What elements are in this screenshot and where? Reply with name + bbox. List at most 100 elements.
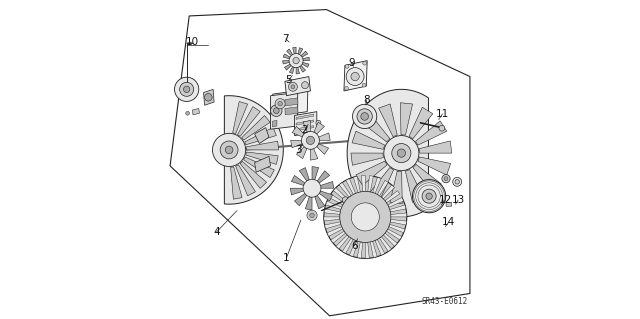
Polygon shape [285,98,298,106]
Polygon shape [336,235,349,249]
Text: 7: 7 [282,34,289,44]
Polygon shape [283,61,289,64]
Polygon shape [233,101,248,134]
Polygon shape [296,147,307,159]
Polygon shape [319,133,330,140]
Polygon shape [319,191,333,201]
Polygon shape [372,177,381,193]
Polygon shape [321,182,333,188]
Circle shape [397,149,406,157]
Polygon shape [312,167,319,180]
Polygon shape [237,107,260,136]
Polygon shape [296,67,300,74]
Polygon shape [409,107,433,139]
Circle shape [289,54,303,68]
Polygon shape [291,140,302,148]
Circle shape [452,177,461,186]
Text: 10: 10 [186,37,198,47]
Polygon shape [390,171,402,204]
Circle shape [392,144,411,163]
Polygon shape [375,240,385,255]
Text: 3: 3 [295,145,301,155]
Polygon shape [315,196,324,209]
Circle shape [444,177,448,181]
Circle shape [301,82,308,89]
Polygon shape [291,175,305,185]
Polygon shape [230,167,242,199]
Text: 11: 11 [436,109,449,119]
Polygon shape [333,188,348,201]
Polygon shape [302,63,309,67]
Polygon shape [242,115,270,140]
Polygon shape [292,126,304,137]
Polygon shape [329,194,344,205]
Circle shape [442,174,450,183]
Polygon shape [349,241,358,256]
Polygon shape [362,114,390,142]
Polygon shape [326,201,342,210]
Polygon shape [294,112,317,136]
Circle shape [289,82,298,91]
Polygon shape [383,233,397,246]
Polygon shape [303,121,310,132]
Circle shape [324,175,407,258]
Circle shape [439,125,445,131]
Polygon shape [351,153,383,165]
Polygon shape [298,48,303,55]
Polygon shape [300,66,305,72]
Circle shape [205,93,212,101]
Polygon shape [418,157,451,175]
Polygon shape [324,222,341,229]
Polygon shape [314,122,324,134]
Polygon shape [272,89,308,116]
Circle shape [345,64,349,68]
Circle shape [351,203,380,231]
Polygon shape [371,241,377,258]
Circle shape [340,191,391,242]
Polygon shape [285,77,310,96]
Circle shape [307,136,315,145]
Polygon shape [324,209,340,214]
Polygon shape [415,121,447,145]
Polygon shape [327,227,343,236]
Circle shape [271,105,282,116]
Circle shape [413,180,445,213]
Circle shape [344,86,348,90]
Circle shape [293,57,300,64]
Circle shape [307,210,317,220]
Polygon shape [296,126,314,131]
Circle shape [455,180,460,184]
Polygon shape [284,64,291,70]
Polygon shape [294,193,307,206]
Circle shape [180,82,194,96]
Polygon shape [344,61,367,91]
Polygon shape [346,179,356,194]
Polygon shape [244,157,275,178]
Polygon shape [225,96,284,204]
Circle shape [212,133,246,167]
Text: 2: 2 [301,125,308,135]
Text: 5: 5 [285,75,292,85]
Polygon shape [296,120,314,125]
Polygon shape [401,103,413,135]
Polygon shape [388,197,404,207]
Text: 14: 14 [442,217,455,227]
Circle shape [346,68,364,85]
Polygon shape [255,156,271,172]
Polygon shape [370,167,394,199]
Polygon shape [390,213,407,217]
Text: 8: 8 [364,94,370,105]
Polygon shape [317,171,330,183]
Polygon shape [381,185,395,199]
Circle shape [363,61,367,65]
Circle shape [184,86,190,93]
Circle shape [422,189,436,203]
Circle shape [384,136,419,171]
Polygon shape [296,114,314,119]
Polygon shape [317,144,328,154]
Circle shape [310,213,314,218]
Polygon shape [357,242,363,258]
Polygon shape [380,237,392,251]
Text: 12: 12 [439,195,452,205]
Polygon shape [387,229,402,240]
